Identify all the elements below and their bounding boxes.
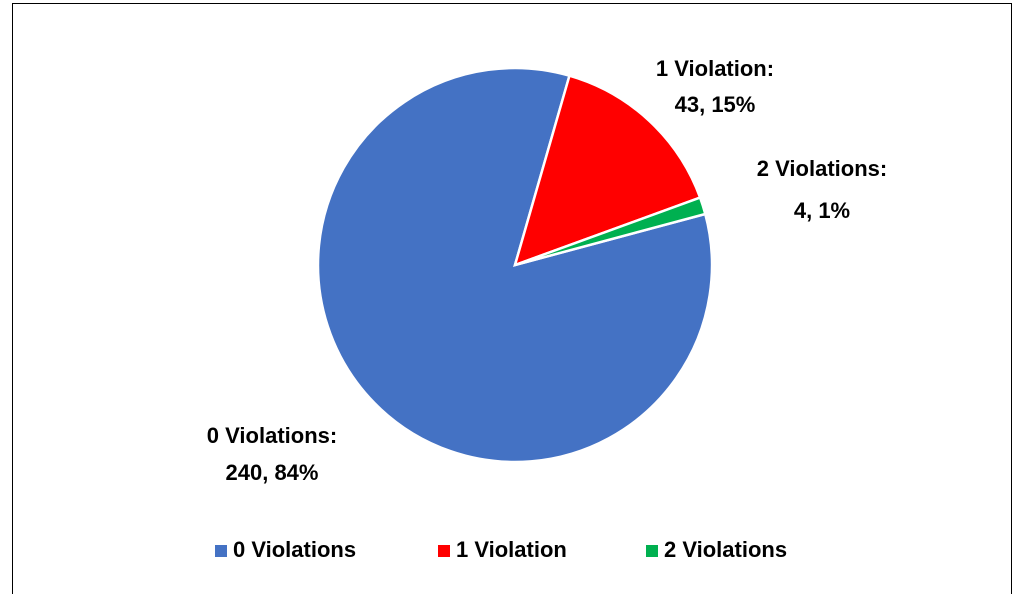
data-label-title: 1 Violation: — [656, 56, 774, 81]
legend-label: 2 Violations — [664, 537, 787, 562]
data-label: 4, 1% — [794, 198, 850, 223]
legend-label: 0 Violations — [233, 537, 356, 562]
data-label: 43, 15% — [675, 92, 756, 117]
data-label-title: 0 Violations: — [207, 423, 337, 448]
legend-swatch — [646, 545, 658, 557]
pie-slice — [513, 74, 702, 268]
pie-slice — [514, 195, 707, 267]
data-label: 240, 84% — [226, 460, 319, 485]
legend-swatch — [438, 545, 450, 557]
legend-label: 1 Violation — [456, 537, 567, 562]
legend-swatch — [215, 545, 227, 557]
data-label-title: 2 Violations: — [757, 156, 887, 181]
